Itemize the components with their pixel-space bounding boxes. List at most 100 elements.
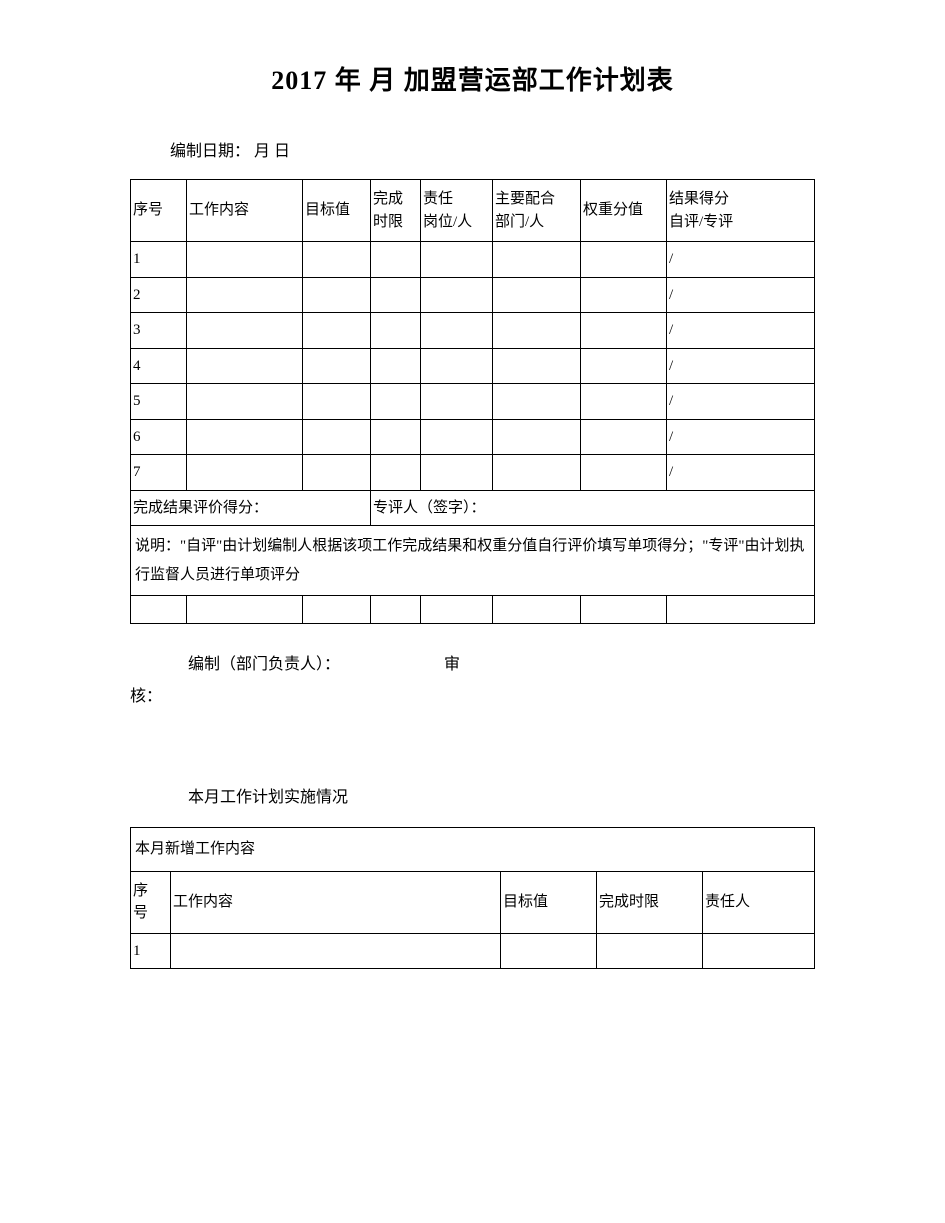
t2-col-header-0: 序号 [131,871,171,933]
cell-0 [171,933,501,969]
cell-2 [371,384,421,420]
cell-2 [371,419,421,455]
cell-4 [493,242,581,278]
table-row: 5/ [131,384,815,420]
new-work-table: 本月新增工作内容序号工作内容目标值完成时限责任人 1 [130,827,815,969]
signature-block: 编制（部门负责人）： 审 核： [130,649,815,713]
cell-1 [303,419,371,455]
cell-2 [597,933,703,969]
cell-3 [421,348,493,384]
work-plan-table: 序号工作内容目标值完成时限责任岗位/人主要配合部门/人权重分值结果得分自评/专评… [130,179,815,624]
row-no: 4 [131,348,187,384]
t2-col-header-3: 完成时限 [597,871,703,933]
cell-0 [187,242,303,278]
row-no: 7 [131,455,187,491]
cell-5 [581,242,667,278]
cell-0 [187,277,303,313]
table-row: 3/ [131,313,815,349]
empty-cell [131,596,187,624]
cell-0 [187,313,303,349]
cell-6: / [667,384,815,420]
section-heading: 本月工作计划实施情况 [130,783,815,807]
empty-cell [371,596,421,624]
col-header-1: 工作内容 [187,180,303,242]
row-no: 1 [131,242,187,278]
cell-4 [493,348,581,384]
signature-line-1: 编制（部门负责人）： 审 [130,649,815,681]
note-text: 说明："自评"由计划编制人根据该项工作完成结果和权重分值自行评价填写单项得分；"… [131,526,815,596]
row-no: 6 [131,419,187,455]
empty-cell [303,596,371,624]
cell-3 [421,277,493,313]
empty-cell [421,596,493,624]
cell-3 [421,313,493,349]
cell-4 [493,455,581,491]
table-row: 7/ [131,455,815,491]
cell-6: / [667,242,815,278]
cell-0 [187,419,303,455]
cell-1 [501,933,597,969]
cell-1 [303,384,371,420]
table-row: 4/ [131,348,815,384]
cell-4 [493,384,581,420]
cell-3 [421,455,493,491]
table-row: 6/ [131,419,815,455]
compile-date: 编制日期： 月 日 [130,137,815,161]
col-header-2: 目标值 [303,180,371,242]
page-title: 2017 年 月 加盟营运部工作计划表 [130,60,815,97]
table2-title: 本月新增工作内容 [131,828,815,872]
col-header-7: 结果得分自评/专评 [667,180,815,242]
score-label: 完成结果评价得分： [131,490,371,526]
empty-cell [667,596,815,624]
col-header-4: 责任岗位/人 [421,180,493,242]
row-no: 2 [131,277,187,313]
table-row: 1/ [131,242,815,278]
col-header-0: 序号 [131,180,187,242]
cell-3 [421,242,493,278]
row-no: 1 [131,933,171,969]
reviewer-label: 专评人（签字）： [371,490,815,526]
cell-5 [581,384,667,420]
cell-6: / [667,455,815,491]
cell-6: / [667,313,815,349]
table-row: 2/ [131,277,815,313]
cell-5 [581,348,667,384]
t2-col-header-1: 工作内容 [171,871,501,933]
cell-4 [493,313,581,349]
col-header-5: 主要配合部门/人 [493,180,581,242]
cell-0 [187,384,303,420]
cell-0 [187,348,303,384]
cell-3 [421,419,493,455]
cell-2 [371,277,421,313]
empty-cell [493,596,581,624]
t2-col-header-4: 责任人 [703,871,815,933]
cell-4 [493,277,581,313]
cell-2 [371,348,421,384]
cell-1 [303,242,371,278]
cell-1 [303,313,371,349]
cell-1 [303,277,371,313]
table-row: 1 [131,933,815,969]
cell-6: / [667,277,815,313]
row-no: 5 [131,384,187,420]
cell-3 [421,384,493,420]
col-header-6: 权重分值 [581,180,667,242]
cell-2 [371,455,421,491]
cell-2 [371,242,421,278]
t2-col-header-2: 目标值 [501,871,597,933]
empty-cell [581,596,667,624]
row-no: 3 [131,313,187,349]
cell-6: / [667,348,815,384]
cell-3 [703,933,815,969]
cell-6: / [667,419,815,455]
cell-5 [581,419,667,455]
cell-5 [581,313,667,349]
col-header-3: 完成时限 [371,180,421,242]
cell-2 [371,313,421,349]
cell-4 [493,419,581,455]
cell-0 [187,455,303,491]
empty-cell [187,596,303,624]
cell-5 [581,455,667,491]
cell-5 [581,277,667,313]
cell-1 [303,348,371,384]
